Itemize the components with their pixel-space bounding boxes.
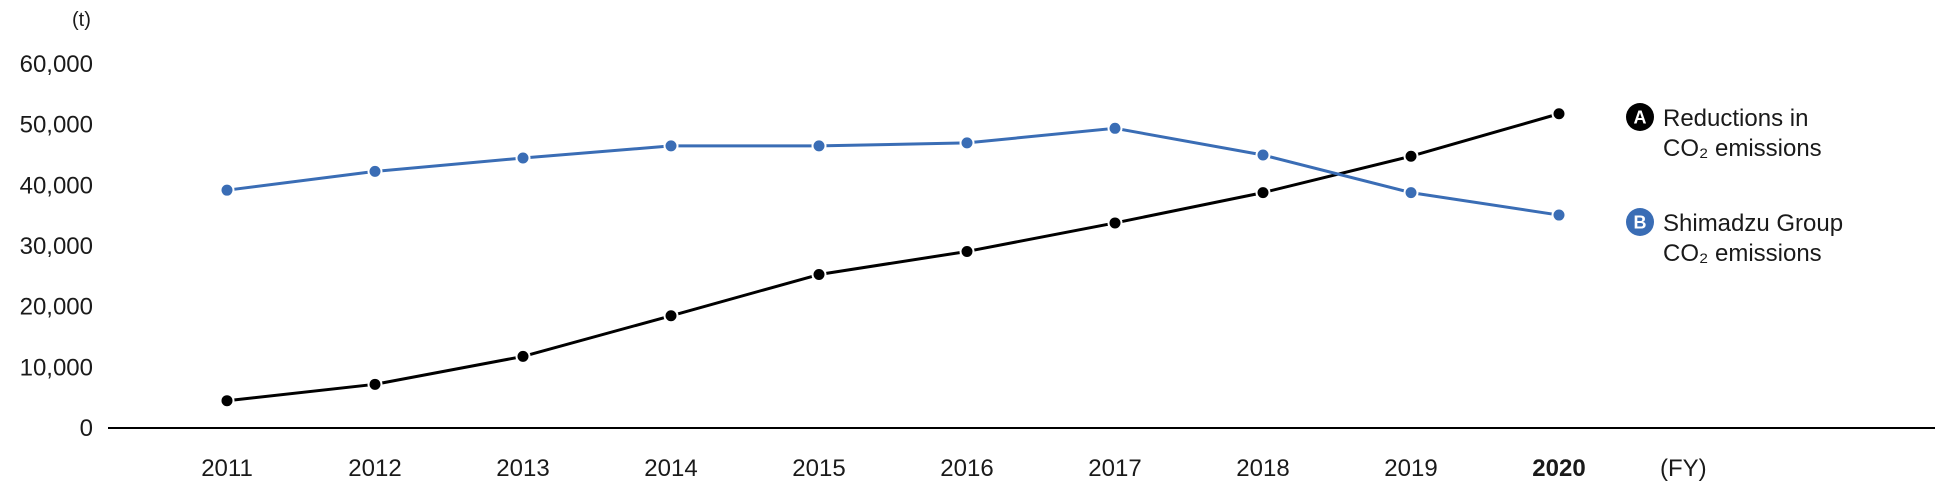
data-point-b xyxy=(959,135,975,151)
data-point-a xyxy=(1551,106,1567,122)
x-axis-tick-labels: 2011 2012 2013 2014 2015 2016 2017 2018 2019 2020 xyxy=(201,455,1586,482)
legend-badge-letter: B xyxy=(1634,213,1647,233)
data-point-a xyxy=(219,393,235,409)
y-tick-label: 40,000 xyxy=(20,172,93,199)
legend-label-line1: Shimadzu Group xyxy=(1663,210,1843,237)
legend-badge-b xyxy=(1626,208,1654,236)
x-tick-label: 2016 xyxy=(940,455,993,482)
data-point-a xyxy=(1403,148,1419,164)
x-tick-label: 2012 xyxy=(348,455,401,482)
legend-label-line1: Reductions in xyxy=(1663,105,1808,132)
data-point-b xyxy=(515,150,531,166)
data-point-b xyxy=(1551,207,1567,223)
data-point-a xyxy=(1255,185,1271,201)
data-point-a xyxy=(811,267,827,283)
data-point-b xyxy=(663,138,679,154)
series-line-a xyxy=(226,112,1560,403)
x-tick-label: 2011 xyxy=(201,455,253,482)
data-point-a xyxy=(515,348,531,364)
y-tick-label: 20,000 xyxy=(20,294,93,321)
data-point-b xyxy=(1107,120,1123,136)
x-tick-label: 2018 xyxy=(1236,455,1289,482)
data-point-b xyxy=(219,182,235,198)
y-axis-tick-labels: 0 10,000 20,000 30,000 40,000 50,000 60,000 xyxy=(20,51,93,442)
x-tick-label: 2019 xyxy=(1384,455,1437,482)
data-point-a xyxy=(367,376,383,392)
legend-label-line2: CO₂ emissions xyxy=(1663,135,1822,162)
y-tick-label: 0 xyxy=(80,415,93,442)
series-line-b xyxy=(226,126,1560,217)
data-point-b xyxy=(367,163,383,179)
x-tick-label: 2015 xyxy=(792,455,845,482)
y-tick-label: 10,000 xyxy=(20,354,93,381)
legend: A Reductions in CO₂ emissions B Shimadzu Gro… xyxy=(1626,103,1843,267)
legend-label-line2: CO₂ emissions xyxy=(1663,240,1822,267)
y-axis-unit: (t) xyxy=(72,9,91,31)
x-tick-label: 2014 xyxy=(644,455,697,482)
x-tick-label: 2013 xyxy=(496,455,549,482)
series-layer xyxy=(219,106,1567,409)
x-tick-label: 2017 xyxy=(1088,455,1141,482)
data-point-a xyxy=(663,308,679,324)
x-axis-unit: (FY) xyxy=(1660,455,1707,482)
y-tick-label: 30,000 xyxy=(20,233,93,260)
data-point-a xyxy=(959,243,975,259)
data-point-a xyxy=(1107,215,1123,231)
data-point-b xyxy=(1255,147,1271,163)
data-point-b xyxy=(1403,185,1419,201)
y-tick-label: 50,000 xyxy=(20,112,93,139)
data-point-b xyxy=(811,138,827,154)
x-tick-label: 2020 xyxy=(1532,455,1585,482)
legend-badge-letter: A xyxy=(1634,108,1647,128)
legend-badge-a xyxy=(1626,103,1654,131)
y-tick-label: 60,000 xyxy=(20,51,93,78)
